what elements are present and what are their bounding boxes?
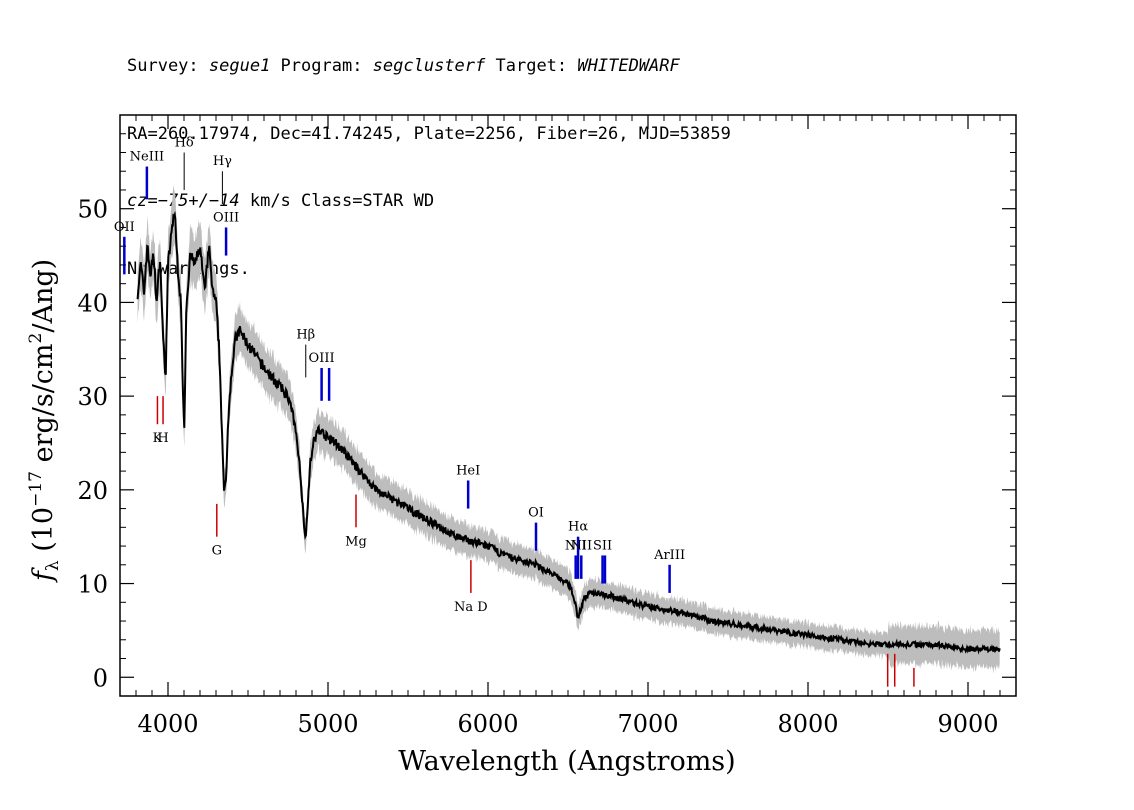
survey-value: segue1: [208, 56, 271, 76]
emission-line-label: OIII: [309, 351, 335, 366]
y-title-pre: (10: [28, 507, 59, 560]
y-axis-title: fλ (10−17 erg/s/cm2/Ang): [26, 259, 63, 583]
emission-line-label: OIII: [213, 210, 239, 225]
target-value: WHITEDWARF: [577, 56, 680, 76]
y-tick-label: 50: [77, 196, 108, 224]
x-tick-label: 7000: [617, 710, 678, 738]
y-title-lambda: λ: [43, 560, 63, 571]
emission-line-label: SII: [593, 538, 612, 553]
absorption-line-label: K: [153, 431, 163, 446]
y-tick-label: 0: [93, 664, 108, 692]
plot-frame: [119, 114, 1017, 697]
absorption-line-label: Mg: [345, 534, 367, 549]
emission-line-label: OI: [528, 506, 544, 521]
emission-line-label: NII: [570, 538, 592, 553]
absorption-line-label: G: [212, 544, 222, 559]
header-line-redshift: cz=−75+/−14 km/s Class=STAR WD: [127, 190, 731, 213]
flux-line: [136, 210, 1001, 655]
y-title-exp1: −17: [26, 471, 46, 507]
y-title-f: f: [28, 567, 59, 583]
program-value: segclusterf: [372, 56, 486, 76]
header-line-survey: Survey: segue1 Program: segclusterf Targ…: [127, 55, 731, 78]
cz-unit-class: km/s Class=STAR WD: [239, 191, 435, 211]
emission-line-label: NeIII: [130, 150, 164, 165]
emission-line-label: Hα: [568, 520, 588, 535]
flux-error-band: [137, 184, 1000, 674]
x-tick-label: 6000: [457, 710, 518, 738]
x-tick-label: 4000: [137, 710, 198, 738]
y-title-exp2: 2: [26, 333, 46, 344]
y-title-mid: erg/s/cm: [28, 343, 59, 471]
program-label: Program:: [270, 56, 373, 76]
y-tick-label: 20: [77, 477, 108, 505]
balmer-line-label: Hγ: [213, 154, 232, 169]
error-band-layer: [137, 184, 1000, 674]
survey-label: Survey:: [127, 56, 209, 76]
x-tick-label: 8000: [777, 710, 838, 738]
header-line-coordinates: RA=260.17974, Dec=41.74245, Plate=2256, …: [127, 123, 731, 144]
axis-ticks-layer: 4000 5000 6000 7000 8000 9000 0 10 20 30 40 50: [77, 115, 1017, 738]
absorption-line-label: H: [157, 431, 168, 446]
y-tick-label: 10: [77, 571, 108, 599]
emission-line-label: HeI: [456, 463, 480, 478]
flux-line-layer: [136, 210, 1001, 655]
target-label: Target:: [485, 56, 578, 76]
x-tick-label: 9000: [937, 710, 998, 738]
y-title-post: /Ang): [28, 259, 59, 333]
balmer-line-label: Hβ: [296, 328, 315, 343]
absorption-line-label: Na D: [454, 600, 488, 615]
cz-value: =−75+/−14: [147, 191, 240, 211]
x-axis-title: Wavelength (Angstroms): [398, 746, 735, 777]
x-tick-label: 5000: [297, 710, 358, 738]
cz-label: cz: [127, 191, 148, 211]
y-tick-label: 30: [77, 383, 108, 411]
y-axis-title-text: fλ (10−17 erg/s/cm2/Ang): [26, 259, 63, 583]
balmer-line-label: Hδ: [175, 135, 194, 150]
y-tick-label: 40: [77, 289, 108, 317]
spectrum-header: Survey: segue1 Program: segclusterf Targ…: [127, 10, 731, 303]
emission-line-label: ArIII: [653, 548, 685, 563]
emission-line-label: NII: [565, 538, 587, 553]
